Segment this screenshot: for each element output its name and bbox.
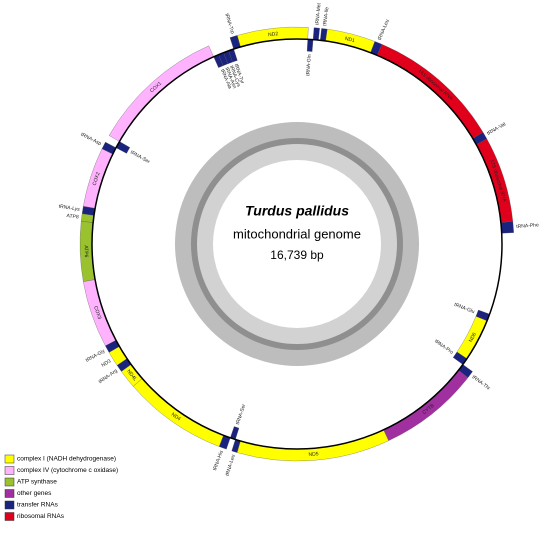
gene-arc [476,138,513,223]
trna-label: tRNA-Met [314,2,322,25]
gene-label: COX3 [92,305,102,320]
trna-label: tRNA-Gln [305,54,312,76]
gene-label: ND6 [468,332,478,344]
legend: complex I (NADH dehydrogenase) complex IV… [4,454,118,521]
gene-arc [376,44,484,139]
subtitle: mitochondrial genome [233,226,361,241]
gene-label: COX2 [92,171,102,186]
title: Turdus pallidus [245,203,349,219]
trna-label: tRNA-Ile [322,6,330,26]
trna-label: tRNA-Arg [98,368,119,385]
legend-label: transfer RNAs [17,502,59,509]
trna-label: tRNA-Ser [129,150,151,166]
trna-label: tRNA-Ser [235,403,248,426]
gene-label: ND4 [170,412,182,423]
gene-arc [108,45,214,142]
trna-label: tRNA-Thr [471,374,492,392]
legend-swatch [4,500,15,510]
trna-label: tRNA-Glu [453,302,475,315]
trna-label: ATP8 [66,213,79,220]
legend-label: complex I (NADH dehydrogenase) [17,456,116,463]
genome-circle [91,38,503,450]
trna-label: tRNA-Leu [225,454,237,477]
genome-size: 16,739 bp [270,248,324,262]
gene-arc [133,378,224,447]
trna-label: tRNA-His [212,449,225,471]
legend-label: other genes [17,490,52,497]
trna-label: tRNA-Val [486,121,507,136]
gene-arc [500,221,514,234]
gene-label: ATP6 [83,245,89,258]
trna-label: tRNA-Leu [377,18,391,41]
gene-label: ND5 [308,451,319,458]
gene-arc [306,39,314,52]
gene-arc [383,370,469,441]
trna-label: ND3 [101,358,113,369]
legend-swatch [4,454,15,464]
trna-label: tRNA-Trp [223,13,235,35]
gene-label: 16S ribosomal RNA [417,68,455,102]
legend-swatch [4,477,15,487]
trna-label: tRNA-Lys [58,204,80,213]
gene-label: ND1 [344,36,355,44]
legend-swatch [4,512,15,521]
legend-label: complex IV (cytochrome c oxidase) [17,467,118,474]
gene-arc [312,27,320,41]
gene-label: ND2 [268,31,279,38]
trna-label: tRNA-Asp [80,132,103,148]
trna-label: tRNA-Pro [433,339,454,356]
legend-swatch [4,489,15,498]
legend-swatch [4,466,15,475]
trna-label: tRNA-Phe [516,222,539,230]
gene-arc [81,213,95,223]
center [213,160,381,328]
legend-label: ribosomal RNAs [17,513,65,520]
legend-label: ATP synthase [17,479,57,486]
